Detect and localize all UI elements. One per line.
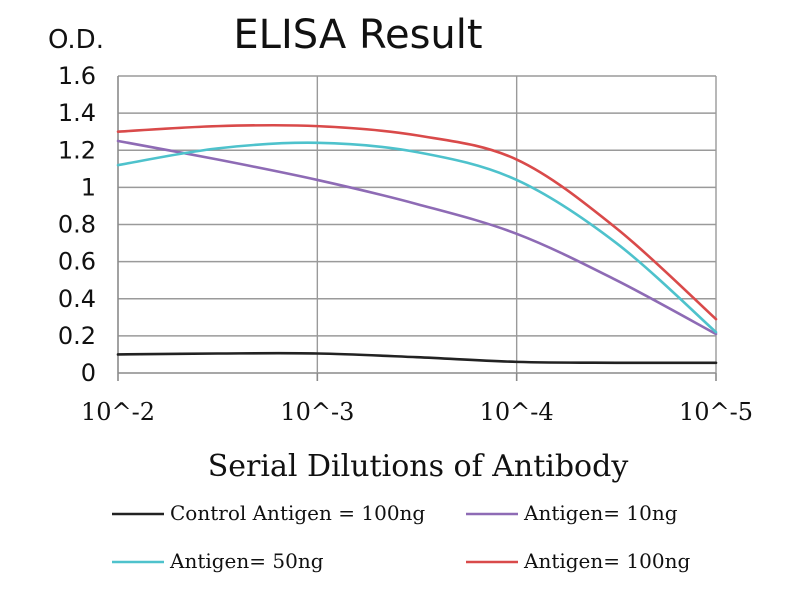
chart-title: ELISA Result bbox=[233, 12, 482, 58]
series-line-1 bbox=[116, 139, 718, 336]
y-axis-label: O.D. bbox=[48, 25, 104, 55]
series-lines bbox=[116, 123, 718, 365]
x-tick-label: 10^-5 bbox=[679, 398, 753, 426]
x-tick-label: 10^-3 bbox=[280, 398, 354, 426]
grid-lines bbox=[117, 75, 717, 381]
y-tick-label: 1.6 bbox=[58, 62, 96, 90]
x-axis-label: Serial Dilutions of Antibody bbox=[208, 449, 629, 484]
y-tick-label: 1.4 bbox=[58, 99, 96, 127]
x-tick-labels: 10^-2 10^-3 10^-4 10^-5 bbox=[81, 398, 753, 426]
y-tick-labels: 0 0.2 0.4 0.6 0.8 1 1.2 1.4 1.6 bbox=[58, 62, 96, 387]
legend: Control Antigen = 100ng Antigen= 10ng Anti… bbox=[112, 501, 690, 573]
series-line-0 bbox=[116, 351, 718, 365]
legend-label: Control Antigen = 100ng bbox=[170, 501, 425, 525]
y-tick-label: 0.4 bbox=[58, 285, 96, 313]
legend-label: Antigen= 50ng bbox=[169, 549, 324, 573]
x-tick-label: 10^-4 bbox=[480, 398, 554, 426]
legend-label: Antigen= 10ng bbox=[523, 501, 678, 525]
series-line-3 bbox=[116, 123, 718, 321]
x-tick-label: 10^-2 bbox=[81, 398, 155, 426]
y-tick-label: 0.8 bbox=[58, 211, 96, 239]
legend-label: Antigen= 100ng bbox=[523, 549, 690, 573]
y-tick-label: 1.2 bbox=[58, 136, 96, 164]
y-tick-label: 1 bbox=[81, 173, 96, 201]
y-tick-label: 0.6 bbox=[58, 248, 96, 276]
y-tick-label: 0 bbox=[81, 359, 96, 387]
y-tick-label: 0.2 bbox=[58, 322, 96, 350]
series-line-2 bbox=[116, 141, 718, 334]
